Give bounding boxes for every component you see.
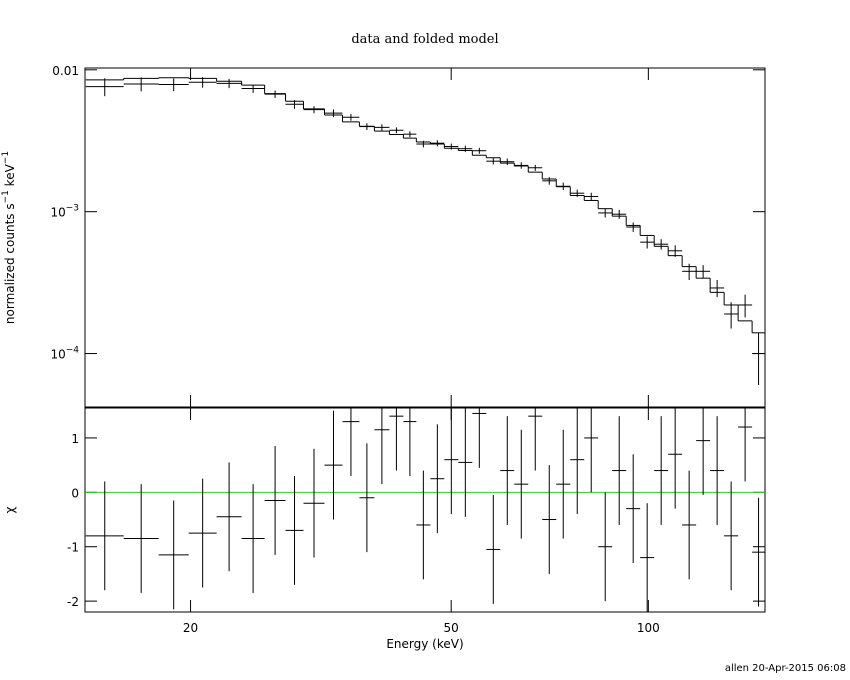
y-tick-label: -1 (67, 541, 79, 555)
x-tick-label: 100 (637, 621, 660, 635)
y-tick-label: 0 (71, 486, 79, 500)
y-tick-base: 10 (50, 206, 65, 220)
chart-title: data and folded model (351, 32, 498, 47)
y-axis-label-part: normalized counts s (3, 203, 17, 324)
y-tick-label: 0.01 (52, 64, 79, 78)
y-axis-label-exponent: −1 (1, 190, 11, 203)
x-axis-label: Energy (keV) (386, 637, 463, 651)
y-tick-label: -2 (67, 595, 79, 609)
x-tick-label: 50 (444, 621, 459, 635)
y-tick-base: 10 (50, 348, 65, 362)
y-axis-label: normalized counts s−1 keV−1 (1, 151, 17, 324)
y-tick-exponent: −3 (66, 204, 79, 214)
y-tick-exponent: −4 (66, 346, 80, 356)
plot-frame (84, 67, 766, 408)
plot-area (85, 77, 765, 386)
x-tick-label: 20 (183, 621, 198, 635)
y-tick-label: 10−4 (50, 346, 79, 362)
y-axis-label-part: keV (3, 163, 17, 190)
y-tick-base: 0.01 (52, 64, 79, 78)
y-tick-label: 10−3 (50, 204, 79, 220)
y-axis-label: χ (3, 506, 17, 513)
y-axis-label-exponent: −1 (1, 151, 11, 164)
plot-area (85, 408, 765, 612)
footer: allen 20-Apr-2015 06:08 (725, 663, 846, 674)
plot-frame (84, 407, 766, 613)
y-tick-label: 1 (71, 432, 79, 446)
